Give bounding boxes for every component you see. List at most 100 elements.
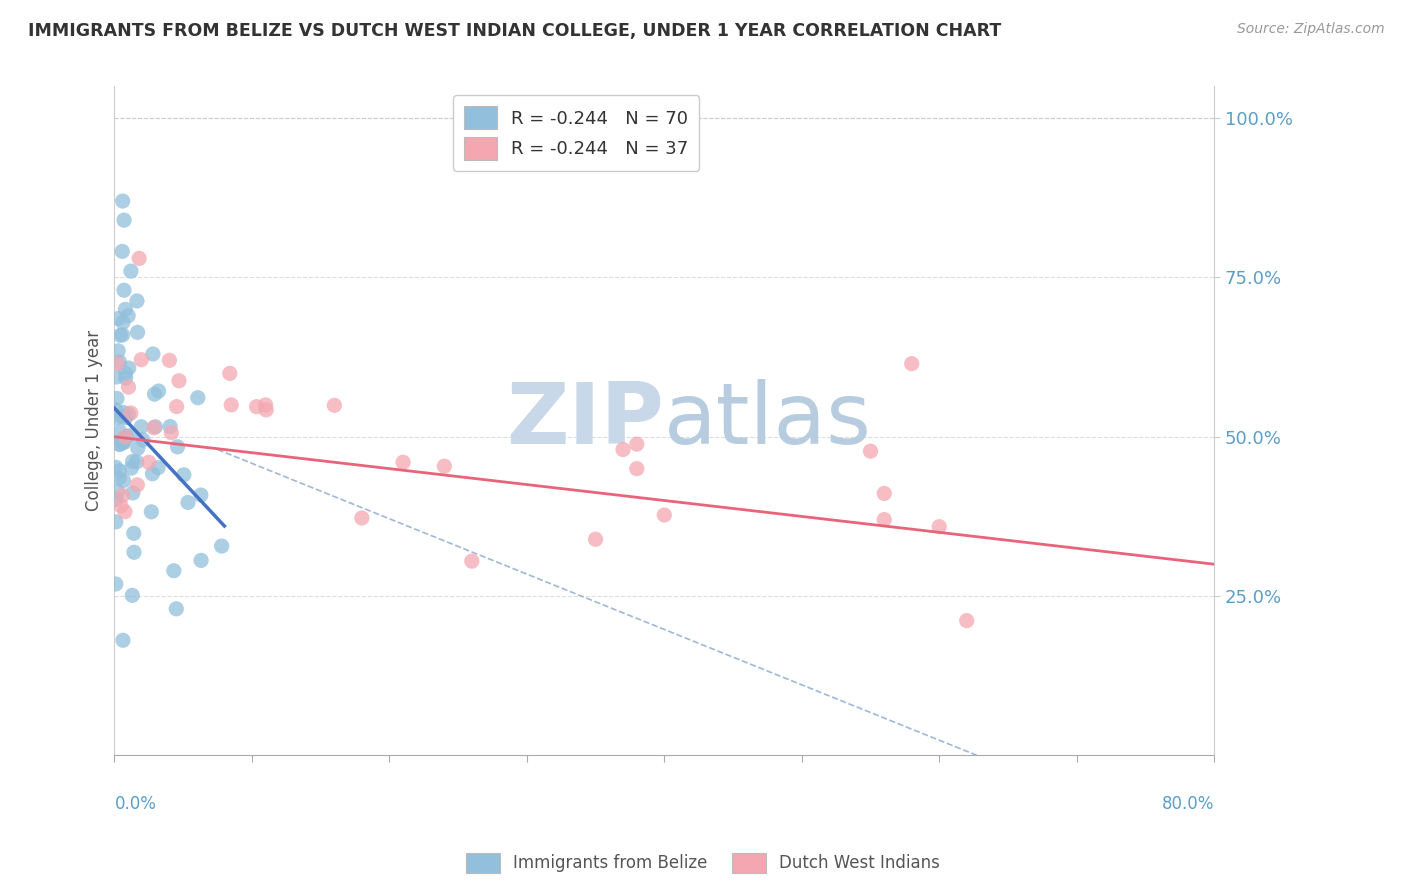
Text: ZIP: ZIP [506, 379, 664, 462]
Point [187, 391, 209, 405]
Point [120, 264, 142, 278]
Point [118, 428, 141, 442]
Point [141, 467, 163, 481]
Point [105, 356, 128, 370]
Point [163, 564, 186, 578]
Point [115, 430, 138, 444]
Point [323, 398, 346, 412]
Point [121, 454, 143, 468]
Point [108, 355, 131, 369]
Point [114, 505, 136, 519]
Point [110, 499, 132, 513]
Point [129, 352, 152, 367]
Point [148, 384, 170, 398]
Point [108, 437, 131, 451]
Point [104, 515, 127, 529]
Point [125, 293, 148, 308]
Point [111, 435, 134, 450]
Point [108, 464, 131, 478]
Point [127, 441, 149, 455]
Point [246, 400, 269, 414]
Point [111, 244, 134, 259]
Point [127, 326, 149, 340]
Point [108, 471, 131, 485]
Point [143, 419, 166, 434]
Point [173, 467, 195, 482]
Point [177, 495, 200, 509]
Point [114, 302, 136, 317]
Legend: Immigrants from Belize, Dutch West Indians: Immigrants from Belize, Dutch West India… [460, 847, 946, 880]
Point [114, 430, 136, 444]
Point [112, 474, 135, 488]
Point [146, 460, 169, 475]
Point [105, 370, 128, 384]
Point [114, 410, 136, 425]
Point [108, 425, 131, 439]
Point [117, 380, 139, 394]
Point [128, 252, 150, 266]
Point [167, 374, 190, 388]
Point [392, 455, 415, 469]
Point [114, 366, 136, 380]
Point [111, 327, 134, 342]
Point [157, 353, 180, 368]
Point [165, 602, 187, 616]
Point [859, 444, 882, 458]
Point [107, 343, 129, 358]
Text: IMMIGRANTS FROM BELIZE VS DUTCH WEST INDIAN COLLEGE, UNDER 1 YEAR CORRELATION CH: IMMIGRANTS FROM BELIZE VS DUTCH WEST IND… [28, 22, 1001, 40]
Point [117, 408, 139, 422]
Point [117, 309, 139, 323]
Point [254, 398, 277, 412]
Point [433, 459, 456, 474]
Point [652, 508, 675, 522]
Point [612, 442, 634, 457]
Point [873, 513, 896, 527]
Point [873, 486, 896, 500]
Text: Source: ZipAtlas.com: Source: ZipAtlas.com [1237, 22, 1385, 37]
Point [120, 406, 142, 420]
Text: 80.0%: 80.0% [1161, 796, 1215, 814]
Point [218, 367, 240, 381]
Point [190, 553, 212, 567]
Point [585, 533, 607, 547]
Point [120, 461, 142, 475]
Point [254, 403, 277, 417]
Point [125, 455, 148, 469]
Point [159, 419, 181, 434]
Point [105, 492, 128, 507]
Text: atlas: atlas [664, 379, 872, 462]
Point [107, 484, 129, 499]
Point [350, 511, 373, 525]
Point [108, 437, 131, 451]
Point [129, 419, 152, 434]
Point [143, 387, 166, 401]
Point [121, 486, 143, 500]
Point [626, 437, 648, 451]
Point [111, 315, 134, 329]
Point [166, 440, 188, 454]
Point [122, 545, 145, 559]
Point [118, 361, 141, 376]
Point [461, 554, 484, 568]
Point [127, 478, 149, 492]
Point [105, 392, 128, 406]
Point [190, 488, 212, 502]
Y-axis label: College, Under 1 year: College, Under 1 year [86, 330, 103, 511]
Point [111, 633, 134, 648]
Point [105, 411, 128, 425]
Point [142, 420, 165, 434]
Point [142, 347, 165, 361]
Point [112, 213, 135, 227]
Point [104, 577, 127, 591]
Point [141, 505, 163, 519]
Point [956, 614, 979, 628]
Point [219, 398, 242, 412]
Point [626, 461, 648, 475]
Point [114, 371, 136, 385]
Point [112, 435, 135, 450]
Point [112, 433, 135, 447]
Point [104, 460, 127, 475]
Point [121, 588, 143, 602]
Point [928, 519, 950, 533]
Point [111, 488, 134, 502]
